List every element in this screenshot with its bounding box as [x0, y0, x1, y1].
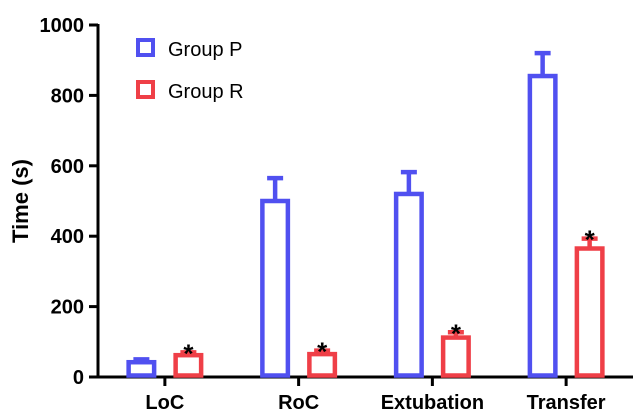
legend-label: Group R	[168, 81, 244, 103]
bar-group-r-loc	[173, 352, 204, 378]
x-tick-label: Extubation	[381, 392, 484, 414]
bar-group-p-loc	[126, 359, 157, 378]
bar-group-r-extubation	[440, 335, 471, 378]
bar-group-p-extubation	[393, 191, 424, 378]
significance-marker: *	[451, 318, 462, 348]
x-tick-label: Transfer	[527, 392, 606, 414]
legend: Group P Group R	[136, 38, 244, 103]
legend-swatch	[136, 38, 155, 57]
y-tick-label: 0	[73, 367, 84, 389]
y-axis-title: Time (s)	[8, 159, 33, 243]
y-tick-label: 400	[51, 226, 84, 248]
y-tick-label: 600	[51, 156, 84, 178]
significance-marker: *	[585, 225, 596, 255]
bar-group-r-roc	[307, 351, 338, 378]
y-tick-label: 800	[51, 85, 84, 107]
legend-label: Group P	[168, 39, 242, 61]
y-tick-label: 1000	[40, 15, 85, 37]
significance-marker: *	[317, 337, 328, 367]
significance-marker: *	[183, 338, 194, 368]
y-tick-label: 200	[51, 297, 84, 319]
bars	[126, 50, 605, 378]
bar-group-p-transfer	[527, 73, 558, 378]
labels: 0 200 400 600 800 1000 * LoC * RoC * Extubation * Tra…	[40, 15, 606, 414]
x-tick-label: LoC	[145, 392, 184, 414]
legend-swatch	[136, 80, 155, 99]
x-tick-label: RoC	[278, 392, 319, 414]
bar-group-r-transfer	[574, 246, 605, 378]
bar-group-p-roc	[260, 198, 291, 378]
